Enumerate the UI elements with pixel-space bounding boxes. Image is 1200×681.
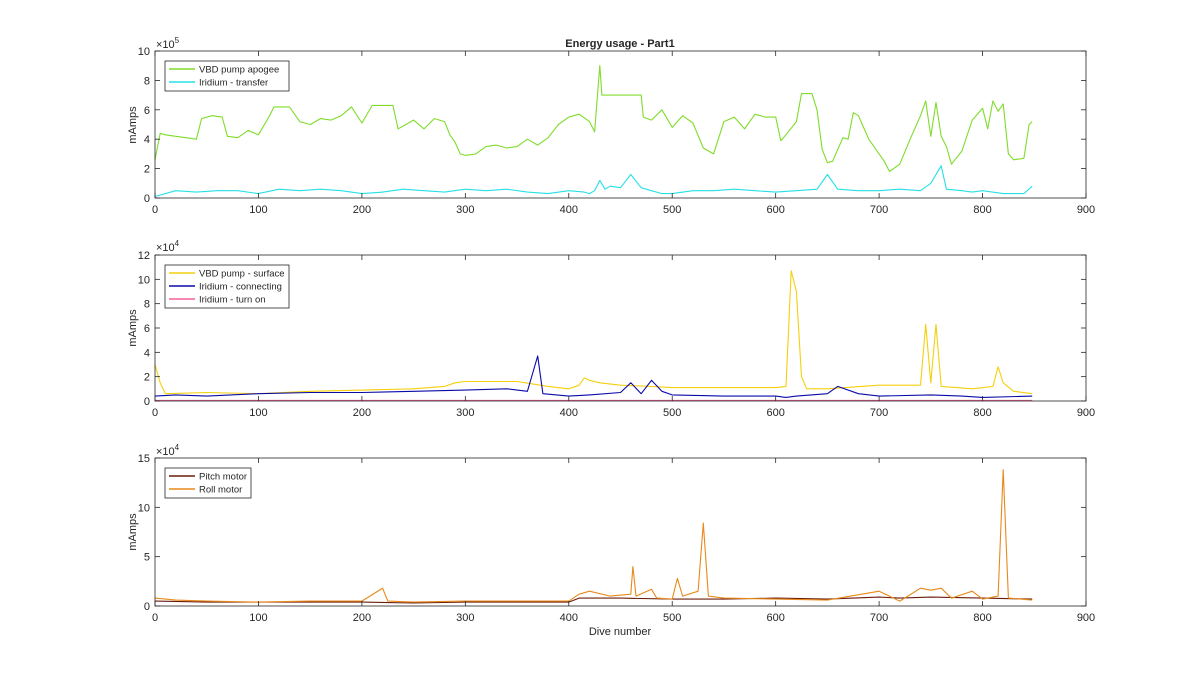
- plot-area: [155, 51, 1086, 198]
- x-tick-label: 300: [456, 612, 474, 624]
- legend: VBD pump - surface Iridium - connecting Ir…: [164, 264, 290, 309]
- y-tick-label: 0: [144, 193, 150, 205]
- y-tick-label: 8: [144, 75, 150, 87]
- legend: Pitch motor Roll motor: [164, 467, 252, 499]
- series-line-iridium-connecting: [154, 355, 1033, 398]
- x-tick-label: 700: [870, 204, 888, 216]
- x-tick-label: 600: [766, 204, 784, 216]
- plot-area: [155, 255, 1086, 401]
- x-tick-label: 600: [766, 407, 784, 419]
- x-tick-label: 100: [249, 612, 267, 624]
- x-tick-label: 500: [663, 204, 681, 216]
- x-tick-label: 900: [1077, 612, 1095, 624]
- energy-usage-panel-bottom: ×104 mAmps Dive number 0 100 200 300 400 500 6…: [127, 443, 1095, 638]
- y-multiplier-label: ×104: [156, 443, 180, 458]
- legend-label: VBD pump apogee: [199, 65, 279, 76]
- x-tick-label: 400: [560, 612, 578, 624]
- series-line-roll-motor: [154, 469, 1033, 603]
- axes-frame: [154, 50, 1087, 199]
- axes: 0 100 200 300 400 500 600 700 800 900 0 5 10 15: [138, 453, 1095, 624]
- y-tick-label: 5: [144, 552, 150, 564]
- x-tick-label: 100: [249, 204, 267, 216]
- plot-area: [155, 458, 1086, 606]
- axes-frame: [154, 457, 1087, 607]
- x-tick-label: 300: [456, 407, 474, 419]
- legend-label: Roll motor: [199, 485, 242, 496]
- x-tick-label: 500: [663, 612, 681, 624]
- x-tick-label: 400: [560, 407, 578, 419]
- x-tick-label: 800: [973, 204, 991, 216]
- y-tick-label: 10: [138, 274, 150, 286]
- y-axis-label: mAmps: [127, 513, 139, 551]
- y-axis-label: mAmps: [127, 309, 139, 347]
- y-tick-label: 4: [144, 134, 150, 146]
- x-tick-label: 800: [973, 612, 991, 624]
- axes: 0 100 200 300 400 500 600 700 800 900 0 2 4 6 8 10: [138, 46, 1095, 216]
- x-tick-label: 800: [973, 407, 991, 419]
- legend-box: [164, 60, 290, 92]
- y-tick-label: 8: [144, 299, 150, 311]
- y-tick-label: 0: [144, 601, 150, 613]
- x-tick-label: 700: [870, 407, 888, 419]
- legend: VBD pump apogee Iridium - transfer: [164, 60, 290, 92]
- legend-label: Pitch motor: [199, 472, 247, 483]
- x-tick-label: 0: [152, 407, 158, 419]
- x-tick-label: 200: [353, 612, 371, 624]
- x-tick-label: 200: [353, 407, 371, 419]
- y-tick-label: 6: [144, 105, 150, 117]
- y-tick-label: 12: [138, 250, 150, 262]
- y-tick-label: 0: [144, 396, 150, 408]
- energy-usage-panel-middle: ×104 mAmps 0 100 200 300 400 500 600 700 800 9000…: [127, 239, 1095, 419]
- y-multiplier-label: ×104: [156, 239, 180, 254]
- series-line-iridium-transfer: [154, 165, 1033, 198]
- y-tick-label: 10: [138, 502, 150, 514]
- x-axis-label: Dive number: [589, 626, 652, 638]
- series-line-vbd-pump-apogee: [154, 65, 1033, 173]
- series-line-pitch-motor: [154, 596, 1033, 604]
- x-tick-label: 900: [1077, 407, 1095, 419]
- x-tick-label: 700: [870, 612, 888, 624]
- x-tick-label: 400: [560, 204, 578, 216]
- legend-label: Iridium - connecting: [199, 282, 282, 293]
- x-tick-label: 300: [456, 204, 474, 216]
- x-tick-label: 500: [663, 407, 681, 419]
- x-tick-label: 0: [152, 204, 158, 216]
- y-tick-label: 2: [144, 372, 150, 384]
- chart-title: Energy usage - Part1: [565, 38, 674, 50]
- y-tick-label: 10: [138, 46, 150, 58]
- x-tick-label: 600: [766, 612, 784, 624]
- y-tick-label: 4: [144, 347, 150, 359]
- y-tick-label: 15: [138, 453, 150, 465]
- x-tick-label: 100: [249, 407, 267, 419]
- y-multiplier-label: ×105: [156, 36, 180, 51]
- series-line-vbd-pump-surface: [154, 270, 1033, 395]
- y-axis-label: mAmps: [127, 106, 139, 144]
- legend-label: Iridium - turn on: [199, 295, 266, 306]
- y-tick-label: 2: [144, 164, 150, 176]
- x-tick-label: 0: [152, 612, 158, 624]
- x-tick-label: 900: [1077, 204, 1095, 216]
- x-tick-label: 200: [353, 204, 371, 216]
- axes: 0 100 200 300 400 500 600 700 800 900 0 2 4 6 8 10 12: [138, 250, 1095, 419]
- energy-usage-panel-top: Energy usage - Part1 ×105 mAmps 0 100 200 3…: [127, 36, 1095, 216]
- legend-label: VBD pump - surface: [199, 269, 285, 280]
- y-tick-label: 6: [144, 323, 150, 335]
- legend-box: [164, 467, 252, 499]
- legend-label: Iridium - transfer: [199, 78, 268, 89]
